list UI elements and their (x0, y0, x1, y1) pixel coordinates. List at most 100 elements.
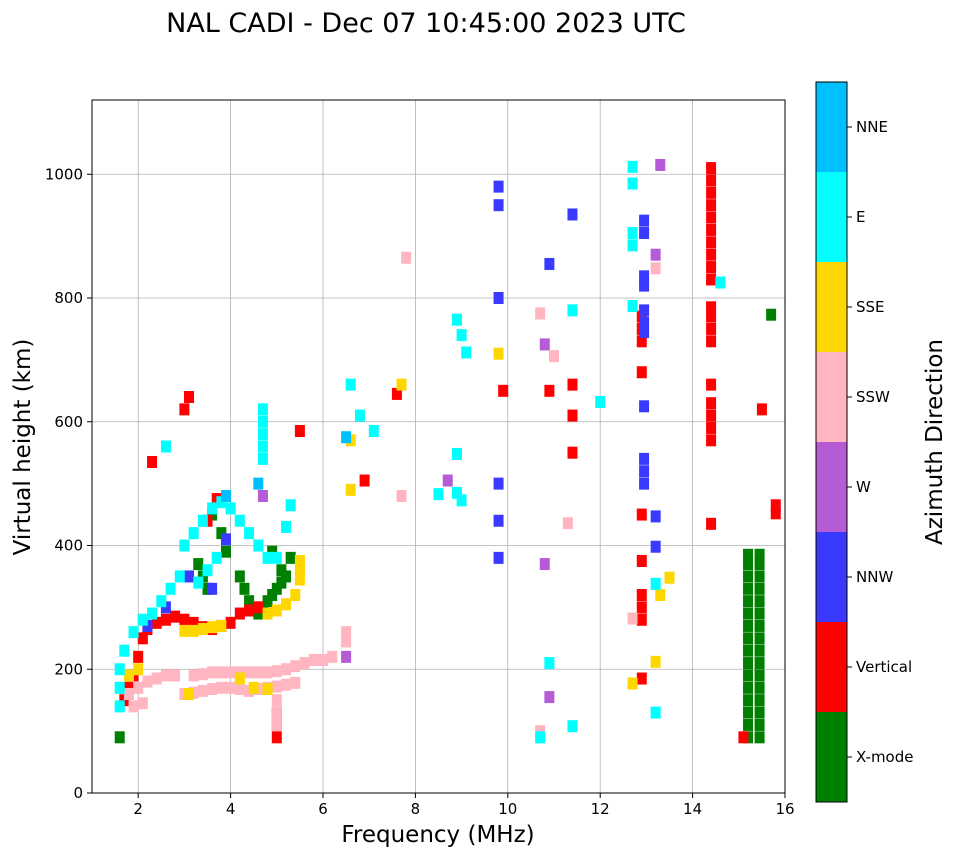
data-point (636, 613, 647, 626)
data-point (754, 669, 765, 682)
data-point (294, 564, 305, 577)
data-point (754, 548, 765, 561)
data-point (627, 612, 638, 625)
data-point (498, 384, 509, 397)
data-point (743, 558, 754, 571)
data-point (627, 177, 638, 190)
data-point (207, 502, 218, 515)
data-point (456, 494, 467, 507)
data-point (636, 310, 647, 323)
data-point (706, 421, 717, 434)
y-tick-label: 400 (54, 537, 83, 555)
colorbar-tick-label: E (856, 208, 865, 226)
data-point (253, 477, 264, 490)
data-point (267, 589, 278, 601)
data-point (743, 669, 754, 682)
data-point (244, 604, 255, 617)
data-point (706, 310, 717, 323)
colorbar-segment-nne (816, 82, 847, 172)
y-tick-label: 600 (54, 413, 83, 431)
data-point (151, 616, 162, 629)
data-point (706, 397, 717, 410)
colorbar: X-mode Vertical NNW W SSW SSE E NNE (816, 82, 913, 802)
data-point (239, 582, 250, 595)
data-point (197, 514, 208, 527)
data-point (184, 570, 195, 583)
data-point (257, 490, 268, 502)
data-point (743, 607, 754, 620)
data-point (114, 731, 125, 744)
colorbar-tick-label: SSW (856, 388, 890, 406)
x-tick-label: 4 (226, 800, 236, 818)
data-point (179, 539, 190, 552)
data-point (294, 554, 305, 567)
data-point (391, 387, 402, 400)
data-point (216, 527, 227, 540)
data-point (179, 403, 190, 416)
data-point (216, 666, 227, 679)
data-point (244, 666, 255, 679)
data-point (754, 731, 765, 744)
data-point (170, 669, 181, 682)
plot-points (114, 158, 781, 744)
data-point (170, 610, 181, 623)
data-point (743, 718, 754, 731)
data-point (754, 558, 765, 571)
data-point (147, 455, 158, 468)
data-point (493, 180, 504, 193)
data-point (128, 700, 139, 713)
data-point (253, 601, 264, 614)
data-point (396, 490, 407, 502)
data-point (262, 551, 273, 564)
data-point (401, 251, 412, 264)
x-tick-label: 12 (591, 800, 610, 818)
data-point (706, 211, 717, 224)
data-point (567, 409, 578, 422)
data-point (262, 595, 273, 608)
data-point (216, 619, 227, 632)
data-point (567, 446, 578, 459)
data-point (567, 378, 578, 391)
series-nnw (142, 180, 661, 632)
data-point (743, 619, 754, 632)
data-point (493, 514, 504, 527)
y-axis-label: Virtual height (km) (10, 339, 36, 556)
data-point (627, 160, 638, 173)
data-point (271, 604, 282, 617)
data-point (197, 570, 208, 583)
data-point (636, 601, 647, 614)
data-point (715, 276, 726, 289)
chart-title: NAL CADI - Dec 07 10:45:00 2023 UTC (166, 8, 686, 39)
data-point (706, 174, 717, 187)
data-point (743, 657, 754, 670)
data-point (754, 718, 765, 731)
data-point (207, 666, 218, 679)
data-point (655, 589, 666, 601)
data-point (636, 366, 647, 379)
data-point (220, 533, 231, 546)
data-point (160, 601, 171, 614)
data-point (650, 706, 661, 719)
data-point (285, 499, 296, 512)
data-point (137, 632, 148, 645)
data-point (636, 589, 647, 601)
data-point (234, 514, 245, 527)
data-point (257, 452, 268, 465)
data-point (639, 477, 650, 490)
data-point (123, 688, 134, 700)
data-point (160, 440, 171, 453)
y-tick-label: 0 (73, 784, 83, 802)
data-point (160, 613, 171, 626)
colorbar-tick-label: SSE (856, 298, 885, 316)
data-point (160, 669, 171, 682)
data-point (271, 665, 282, 678)
colorbar-frame (815, 81, 848, 803)
data-point (156, 595, 167, 608)
data-point (639, 400, 650, 413)
data-point (368, 425, 379, 438)
data-point (359, 474, 370, 487)
data-point (655, 158, 666, 171)
data-point (650, 248, 661, 261)
data-point (225, 666, 236, 679)
data-point (234, 683, 245, 696)
